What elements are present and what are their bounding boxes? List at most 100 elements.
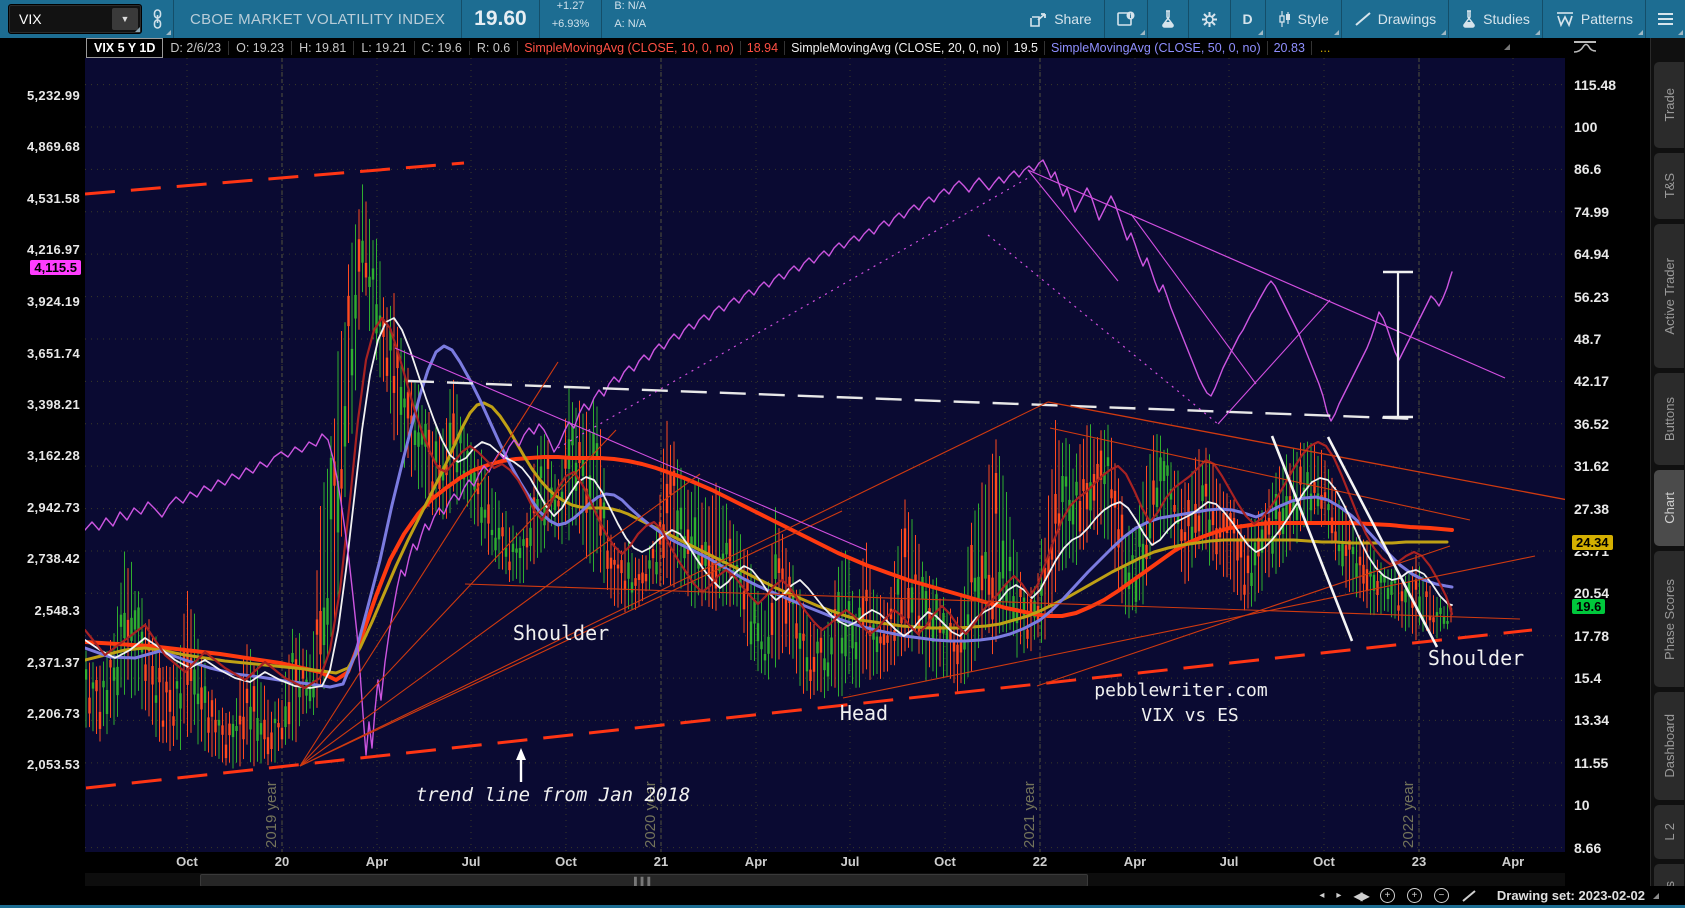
note-badge-icon: i bbox=[1116, 11, 1135, 26]
share-button[interactable]: Share bbox=[1018, 0, 1103, 38]
patterns-button[interactable]: Patterns bbox=[1543, 0, 1645, 38]
red-dashed-channel-top bbox=[85, 161, 465, 196]
settings-button[interactable] bbox=[1189, 0, 1230, 38]
left-axis-label: 2,371.37 bbox=[26, 654, 80, 670]
left-axis-label: 2,206.73 bbox=[26, 706, 80, 721]
sidebar-tab-l-2[interactable]: L 2 bbox=[1654, 805, 1684, 859]
fan-line-3 bbox=[299, 473, 701, 767]
bottom-accent-strip bbox=[0, 905, 1685, 908]
change-value: +1.27 bbox=[556, 0, 585, 12]
chart-plot-area[interactable]: 2019 year 2020 year 2021 year 2022 year Shou… bbox=[85, 58, 1565, 852]
yellow-ma bbox=[85, 401, 1449, 675]
sidebar-tab-dashboard[interactable]: Dashboard bbox=[1654, 692, 1684, 800]
sidebar-tab-chart[interactable]: Chart bbox=[1654, 470, 1684, 546]
toolbar-separator bbox=[1448, 0, 1450, 38]
right-axis-label: 48.7 bbox=[1574, 330, 1602, 347]
right-axis-label: 20.54 bbox=[1574, 585, 1610, 602]
date-axis-label: Apr bbox=[365, 854, 389, 869]
chart-annotation: Shoulder bbox=[1428, 646, 1524, 670]
study-label-2[interactable]: SimpleMovingAvg (CLOSE, 50, 0, no) bbox=[1045, 41, 1268, 55]
chart-title-tab[interactable]: VIX 5 Y 1D bbox=[86, 38, 164, 58]
timeframe-button[interactable]: D bbox=[1231, 0, 1265, 38]
svg-text:i: i bbox=[1129, 13, 1131, 20]
date-axis-label: Jul bbox=[840, 854, 860, 869]
price-change: +1.27 +6.93% bbox=[540, 0, 602, 38]
chart-scrollbar[interactable]: ▌▌▌ bbox=[85, 873, 1565, 887]
notes-button[interactable]: i bbox=[1105, 0, 1147, 38]
drawings-label: Drawings bbox=[1377, 11, 1437, 27]
toolbar-separator bbox=[1146, 0, 1148, 38]
magenta-dotted-up bbox=[557, 177, 1029, 449]
right-axis-label: 36.52 bbox=[1574, 415, 1610, 432]
pane-resize-handle[interactable] bbox=[1504, 44, 1510, 50]
symbol-dropdown-button[interactable]: ▼ bbox=[112, 8, 138, 30]
right-axis-label: 17.78 bbox=[1574, 627, 1610, 644]
flask-studies-icon bbox=[1463, 10, 1475, 28]
date-axis-label: Jul bbox=[1219, 854, 1239, 869]
more-studies-ellipsis[interactable]: ... bbox=[1319, 41, 1331, 55]
last-price: 19.60 bbox=[474, 7, 527, 30]
draw-line-icon[interactable] bbox=[1461, 889, 1477, 903]
sidebar-tab-t-s[interactable]: T&S bbox=[1654, 153, 1684, 219]
year-separator-label: 2019 year bbox=[263, 781, 280, 848]
patterns-label: Patterns bbox=[1580, 11, 1633, 27]
sidebar-tab-trade[interactable]: Trade bbox=[1654, 62, 1684, 148]
date-axis-label: Apr bbox=[1501, 854, 1525, 869]
pan-left-icon[interactable]: ◂ bbox=[1319, 890, 1325, 901]
sidebar-tab-phase-scores[interactable]: Phase Scores bbox=[1654, 551, 1684, 687]
ask-value: A: N/A bbox=[614, 18, 647, 30]
chart-expand-icon[interactable] bbox=[1572, 40, 1598, 56]
drawings-dropdown-corner bbox=[1441, 30, 1447, 35]
year-separator-label: 2020 year bbox=[642, 781, 659, 848]
bottom-toolbar: ◂ ▸ ◀▶ + + − Drawing set: 2023-02-02 bbox=[0, 886, 1685, 905]
symbol-input[interactable]: VIX ▼ bbox=[8, 4, 142, 34]
link-button[interactable] bbox=[142, 0, 173, 38]
symbol-corner-handle bbox=[135, 27, 140, 32]
study-label-0[interactable]: SimpleMovingAvg (CLOSE, 10, 0, no) bbox=[518, 41, 741, 55]
pan-right-icon[interactable]: ▸ bbox=[1336, 890, 1342, 901]
drawing-set-label[interactable]: Drawing set: 2023-02-02 bbox=[1496, 888, 1645, 903]
right-axis-label: 8.66 bbox=[1574, 839, 1602, 856]
menu-dropdown-corner bbox=[1678, 30, 1683, 35]
bid-ask: B: N/A A: N/A bbox=[602, 0, 658, 38]
ohlc-field-5: R: 0.6 bbox=[470, 41, 519, 55]
chart-canvas[interactable]: 2019 year 2020 year 2021 year 2022 year Shou… bbox=[85, 58, 1565, 852]
chart-annotation: VIX vs ES bbox=[1141, 705, 1239, 726]
vix-last-price-bubble: 19.6 bbox=[1571, 598, 1607, 616]
right-axis-label: 31.62 bbox=[1574, 458, 1610, 475]
right-axis-label: 10 bbox=[1574, 797, 1590, 814]
chart-annotation: Head bbox=[840, 701, 888, 725]
chart-annotation: trend line from Jan 2018 bbox=[416, 784, 691, 806]
left-axis-label: 2,738.42 bbox=[26, 551, 80, 567]
sidebar-tab-buttons[interactable]: Buttons bbox=[1654, 373, 1684, 465]
menu-button[interactable] bbox=[1646, 0, 1685, 38]
symbol-value[interactable]: VIX bbox=[19, 11, 42, 27]
left-axis-label: 4,216.97 bbox=[26, 242, 80, 258]
style-button[interactable]: Style bbox=[1266, 0, 1341, 38]
scrollbar-grip[interactable]: ▌▌▌ bbox=[633, 877, 655, 886]
share-icon bbox=[1030, 12, 1047, 27]
crosshair-icon[interactable]: + bbox=[1379, 888, 1395, 903]
study-label-1[interactable]: SimpleMovingAvg (CLOSE, 20, 0, no) bbox=[785, 41, 1008, 55]
sidebar-tab-active-trader[interactable]: Active Trader bbox=[1654, 224, 1684, 368]
right-axis-label: 56.23 bbox=[1574, 288, 1610, 305]
right-axis-label: 42.17 bbox=[1574, 373, 1610, 390]
candle-style-icon bbox=[1279, 11, 1290, 27]
timeframe-label: D bbox=[1242, 11, 1253, 27]
fast-scroll-icon[interactable]: ◀▶ bbox=[1353, 888, 1370, 903]
line-drawings-icon bbox=[1355, 12, 1371, 26]
drawing-set-corner bbox=[1653, 892, 1659, 899]
date-axis-label: Jul bbox=[461, 854, 481, 869]
date-axis-label: 21 bbox=[653, 854, 669, 869]
magenta-es-channel-top bbox=[1027, 169, 1506, 379]
analyze-button[interactable] bbox=[1148, 0, 1188, 38]
studies-button[interactable]: Studies bbox=[1449, 0, 1542, 38]
gear-icon bbox=[1201, 11, 1217, 27]
zoom-in-icon[interactable]: + bbox=[1406, 888, 1422, 903]
share-label: Share bbox=[1054, 11, 1092, 27]
zoom-out-icon[interactable]: − bbox=[1433, 888, 1449, 903]
magenta-es-rising-wedge bbox=[1217, 299, 1331, 425]
white-dashed-neckline bbox=[407, 379, 1419, 421]
drawings-button[interactable]: Drawings bbox=[1342, 0, 1448, 38]
